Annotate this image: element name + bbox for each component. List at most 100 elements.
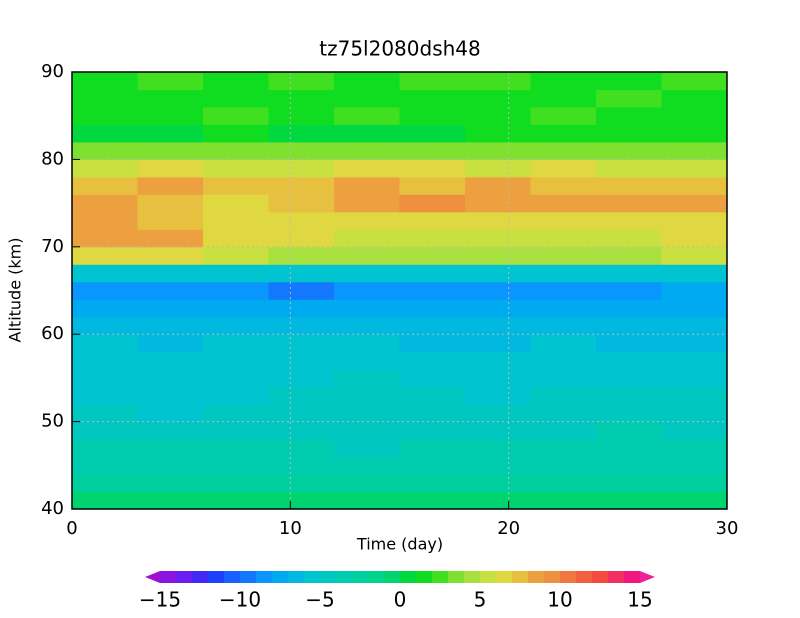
colorbar-swatch <box>608 571 625 583</box>
heatmap-cell <box>661 386 728 405</box>
heatmap-cell <box>530 176 597 195</box>
heatmap-cell <box>334 474 400 493</box>
y-tick-label: 50 <box>41 411 64 432</box>
y-tick-label: 70 <box>41 236 64 257</box>
heatmap-cell <box>203 159 269 178</box>
heatmap-cell <box>530 89 597 108</box>
colorbar-swatch <box>352 571 369 583</box>
heatmap-cell <box>596 369 662 388</box>
heatmap-cell <box>137 404 204 423</box>
heatmap-cell <box>268 334 335 353</box>
heatmap-cell <box>530 246 597 265</box>
heatmap-cell <box>137 106 204 125</box>
heatmap-cell <box>465 316 531 335</box>
colorbar-swatch <box>368 571 385 583</box>
heatmap-cell <box>203 124 269 143</box>
colorbar-tick-label: 15 <box>627 588 652 612</box>
heatmap-cell <box>268 474 335 493</box>
heatmap-cell <box>399 351 466 370</box>
heatmap-cell <box>596 124 662 143</box>
heatmap-cell <box>268 246 335 265</box>
heatmap-cell <box>203 334 269 353</box>
heatmap-cell <box>596 211 662 230</box>
heatmap-cell <box>334 124 400 143</box>
colorbar-swatch <box>272 571 289 583</box>
heatmap-cell <box>203 176 269 195</box>
colorbar-swatch <box>448 571 465 583</box>
heatmap-cell <box>399 124 466 143</box>
heatmap-cell <box>72 229 138 248</box>
heatmap-cell <box>268 404 335 423</box>
colorbar-tick-label: −5 <box>305 588 334 612</box>
heatmap-cell <box>661 211 728 230</box>
heatmap-cell <box>596 194 662 213</box>
colorbar-swatch <box>256 571 273 583</box>
heatmap-cell <box>661 246 728 265</box>
heatmap-cell <box>399 229 466 248</box>
heatmap-cell <box>203 89 269 108</box>
heatmap-cell <box>465 194 531 213</box>
heatmap-cell <box>334 334 400 353</box>
heatmap-cell <box>137 159 204 178</box>
heatmap-cell <box>596 456 662 475</box>
heatmap-cell <box>268 439 335 458</box>
heatmap-cell <box>530 72 597 90</box>
heatmap-cell <box>137 194 204 213</box>
heatmap-cell <box>530 369 597 388</box>
heatmap-cell <box>399 369 466 388</box>
heatmap-cell <box>596 264 662 283</box>
heatmap-cell <box>596 334 662 353</box>
heatmap-cell <box>399 281 466 300</box>
y-axis-label: Altitude (km) <box>6 238 25 343</box>
heatmap-cell <box>268 211 335 230</box>
heatmap-cell <box>530 334 597 353</box>
heatmap-cell <box>465 106 531 125</box>
heatmap-cell <box>203 211 269 230</box>
heatmap-cell <box>203 316 269 335</box>
heatmap-cell <box>530 386 597 405</box>
colorbar-arrow <box>640 571 655 583</box>
colorbar-swatch <box>624 571 641 583</box>
heatmap-cell <box>465 369 531 388</box>
heatmap-cell <box>72 404 138 423</box>
heatmap-cell <box>596 491 662 510</box>
heatmap-cell <box>268 316 335 335</box>
colorbar-tick-label: 10 <box>547 588 572 612</box>
heatmap-cell <box>661 474 728 493</box>
colorbar-swatch <box>336 571 353 583</box>
heatmap-cell <box>530 211 597 230</box>
heatmap-cell <box>661 421 728 440</box>
heatmap-cell <box>268 159 335 178</box>
heatmap-cell <box>596 351 662 370</box>
heatmap-cell <box>661 369 728 388</box>
heatmap-cell <box>268 421 335 440</box>
heatmap-cell <box>137 89 204 108</box>
y-tick-label: 90 <box>41 61 64 82</box>
heatmap-cell <box>465 299 531 318</box>
heatmap-cell <box>661 351 728 370</box>
heatmap-cell <box>72 159 138 178</box>
heatmap-cell <box>334 281 400 300</box>
heatmap-cell <box>530 474 597 493</box>
colorbar-tick-label: 0 <box>394 588 407 612</box>
colorbar-swatch <box>160 571 177 583</box>
heatmap-cell <box>530 299 597 318</box>
heatmap-cell <box>203 456 269 475</box>
heatmap-cell <box>137 299 204 318</box>
heatmap-cell <box>72 194 138 213</box>
heatmap-cell <box>596 89 662 108</box>
heatmap-cell <box>399 89 466 108</box>
heatmap-cell <box>661 229 728 248</box>
heatmap-cell <box>530 106 597 125</box>
heatmap-cell <box>334 229 400 248</box>
heatmap-cell <box>137 474 204 493</box>
heatmap-cell <box>334 246 400 265</box>
heatmap-cell <box>203 351 269 370</box>
heatmap-cell <box>596 246 662 265</box>
heatmap-cell <box>465 211 531 230</box>
heatmap-cell <box>72 316 138 335</box>
heatmap-cell <box>334 456 400 475</box>
colorbar-swatch <box>208 571 225 583</box>
heatmap-cell <box>399 439 466 458</box>
